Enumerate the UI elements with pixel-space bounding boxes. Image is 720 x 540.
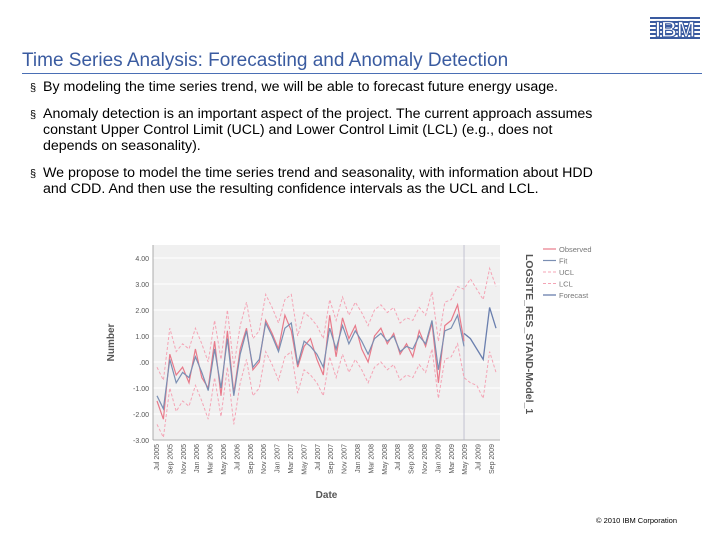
bullet-text: Anomaly detection is an important aspect… xyxy=(43,106,593,154)
x-tick-label: Mar 2007 xyxy=(288,444,295,474)
bullet-text: By modeling the time series trend, we wi… xyxy=(43,79,558,95)
series-line-lcl xyxy=(156,342,497,440)
bullet-square-icon: § xyxy=(30,168,37,180)
x-tick-label: May 2009 xyxy=(462,444,469,475)
y-tick-label: -3.00 xyxy=(133,438,149,445)
y-tick-label: 3.00 xyxy=(135,282,149,289)
title-divider xyxy=(22,73,702,74)
panel-side-title: LOGSITE_RES_STAND-Model_1 xyxy=(523,254,535,414)
bullet-item: § Anomaly detection is an important aspec… xyxy=(30,106,610,154)
y-tick-label: 2.00 xyxy=(135,308,149,315)
legend-label-ucl: UCL xyxy=(559,268,574,277)
x-tick-label: Sep 2007 xyxy=(328,444,335,474)
bullet-item: § By modeling the time series trend, we w… xyxy=(30,79,610,95)
x-tick-label: May 2006 xyxy=(221,444,228,475)
x-tick-label: Jul 2005 xyxy=(154,444,161,471)
x-tick-label: Nov 2005 xyxy=(181,444,188,474)
x-tick-label: Sep 2005 xyxy=(167,444,174,474)
x-tick-label: Nov 2006 xyxy=(261,444,268,474)
page-title: Time Series Analysis: Forecasting and An… xyxy=(22,50,509,71)
x-tick-label: Jan 2006 xyxy=(194,444,201,473)
x-tick-label: Jul 2009 xyxy=(476,444,483,471)
copyright-footer: © 2010 IBM Corporation xyxy=(596,516,677,525)
y-axis-title: Number xyxy=(106,324,117,362)
bullet-square-icon: § xyxy=(30,82,37,94)
x-tick-label: Jan 2009 xyxy=(435,444,442,473)
time-series-chart: 4.00 3.00 2.00 1.00 .00 -1.00 -2.00 -3.00 Jul 20… xyxy=(106,245,592,501)
x-tick-label: Mar 2006 xyxy=(208,444,215,474)
x-tick-label: Nov 2008 xyxy=(422,444,429,474)
bullet-text: We propose to model the time series tren… xyxy=(43,165,593,197)
x-tick-label: Sep 2008 xyxy=(409,444,416,474)
y-tick-label: -1.00 xyxy=(133,386,149,393)
x-axis-title: Date xyxy=(316,490,338,501)
ibm-logo-icon: IBM xyxy=(650,16,700,41)
series-line-ucl xyxy=(156,266,497,382)
series-line-fit xyxy=(156,313,465,411)
x-tick-label: Mar 2009 xyxy=(449,444,456,474)
x-tick-label: Jul 2007 xyxy=(315,444,322,471)
bullet-square-icon: § xyxy=(30,109,37,121)
series-line-forecast xyxy=(463,307,497,362)
legend-label-fit: Fit xyxy=(559,257,568,266)
x-tick-label: Mar 2008 xyxy=(368,444,375,474)
x-tick-label: Sep 2009 xyxy=(489,444,496,474)
y-tick-label: -2.00 xyxy=(133,412,149,419)
x-tick-label: May 2007 xyxy=(301,444,308,475)
legend-label-forecast: Forecast xyxy=(559,291,589,300)
x-tick-label: Jul 2006 xyxy=(234,444,241,471)
bullet-list: § By modeling the time series trend, we w… xyxy=(30,79,610,208)
x-tick-label: Jul 2008 xyxy=(395,444,402,471)
x-tick-label: Nov 2007 xyxy=(342,444,349,474)
x-tick-label: Sep 2006 xyxy=(248,444,255,474)
y-tick-label: 1.00 xyxy=(135,334,149,341)
x-tick-label: Jan 2008 xyxy=(355,444,362,473)
x-tick-label: May 2008 xyxy=(382,444,389,475)
legend-label-lcl: LCL xyxy=(559,280,573,289)
x-tick-label: Jan 2007 xyxy=(275,444,282,473)
ibm-logo-text: IBM xyxy=(655,17,695,41)
bullet-item: § We propose to model the time series tre… xyxy=(30,165,610,197)
y-tick-label: 4.00 xyxy=(135,256,149,263)
legend-label-observed: Observed xyxy=(559,245,592,254)
y-tick-label: .00 xyxy=(139,360,149,367)
